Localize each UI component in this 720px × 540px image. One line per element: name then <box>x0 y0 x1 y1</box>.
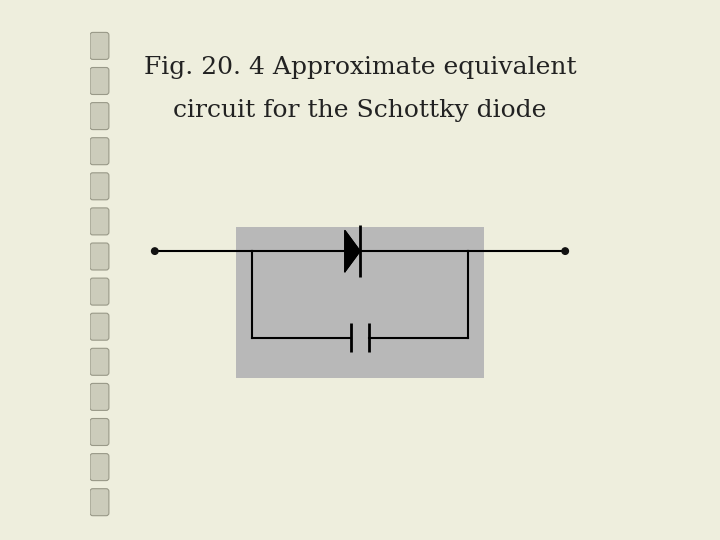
Circle shape <box>152 248 158 254</box>
FancyBboxPatch shape <box>90 383 109 410</box>
FancyBboxPatch shape <box>90 68 109 94</box>
FancyBboxPatch shape <box>90 103 109 130</box>
FancyBboxPatch shape <box>90 278 109 305</box>
FancyBboxPatch shape <box>90 208 109 235</box>
Bar <box>236 227 484 378</box>
Polygon shape <box>345 231 360 272</box>
Text: Fig. 20. 4 Approximate equivalent: Fig. 20. 4 Approximate equivalent <box>144 56 576 79</box>
FancyBboxPatch shape <box>90 418 109 445</box>
FancyBboxPatch shape <box>90 173 109 200</box>
FancyBboxPatch shape <box>90 454 109 481</box>
Text: circuit for the Schottky diode: circuit for the Schottky diode <box>174 99 546 122</box>
FancyBboxPatch shape <box>90 138 109 165</box>
FancyBboxPatch shape <box>90 348 109 375</box>
FancyBboxPatch shape <box>90 313 109 340</box>
FancyBboxPatch shape <box>90 489 109 516</box>
FancyBboxPatch shape <box>90 32 109 59</box>
Circle shape <box>562 248 569 254</box>
FancyBboxPatch shape <box>90 243 109 270</box>
